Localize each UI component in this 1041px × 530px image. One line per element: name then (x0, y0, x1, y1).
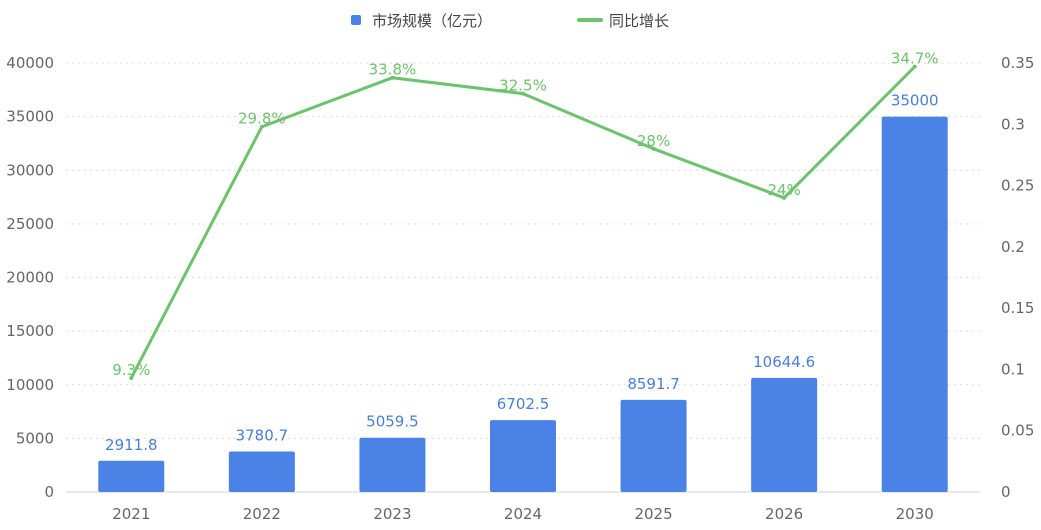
bar-data-label: 8591.7 (627, 375, 680, 393)
line-point (129, 376, 134, 381)
bar-data-label: 3780.7 (236, 426, 289, 444)
x-tick-label: 2022 (243, 505, 281, 523)
bar (228, 451, 295, 492)
x-tick-label: 2021 (112, 505, 150, 523)
x-tick-label: 2024 (504, 505, 542, 523)
line-point (390, 75, 395, 80)
line-point (651, 146, 656, 151)
line-data-label: 28% (637, 132, 670, 150)
line-data-label: 34.7% (891, 50, 939, 68)
line-point (521, 91, 525, 96)
legend-bar-label: 市场规模（亿元） (372, 12, 492, 30)
right-tick-label: 0.1 (1001, 360, 1025, 378)
left-tick-label: 10000 (6, 376, 54, 394)
line-point (259, 124, 264, 129)
bar-series: 2911.8 3780.7 5059.5 6702.5 8591.7 10644.6 350… (98, 92, 948, 492)
bar-data-label: 35000 (891, 92, 939, 110)
left-tick-label: 30000 (6, 161, 54, 179)
legend: 市场规模（亿元） 同比增长 (351, 12, 669, 30)
right-tick-label: 0.3 (1001, 115, 1025, 133)
left-tick-label: 20000 (6, 269, 54, 287)
line-point (782, 195, 787, 200)
left-tick-label: 0 (44, 483, 54, 501)
right-tick-label: 0.05 (1001, 422, 1034, 440)
right-tick-label: 0.15 (1001, 299, 1034, 317)
left-tick-label: 5000 (16, 429, 54, 447)
bar (98, 460, 165, 492)
line-data-label: 29.8% (238, 110, 286, 128)
bar (751, 377, 818, 492)
right-tick-label: 0.2 (1001, 238, 1025, 256)
legend-line-label: 同比增长 (609, 12, 669, 30)
bar (490, 420, 556, 492)
right-tick-label: 0.35 (1001, 54, 1034, 72)
line-data-label: 33.8% (369, 61, 417, 79)
right-axis: 0 0.05 0.1 0.15 0.2 0.25 0.3 0.35 (1001, 54, 1034, 501)
line-point (912, 64, 917, 69)
legend-bar-swatch (351, 15, 361, 25)
left-tick-label: 40000 (6, 54, 54, 72)
right-tick-label: 0.25 (1001, 177, 1034, 195)
left-axis: 0 5000 10000 15000 20000 25000 30000 35000 40000 (6, 54, 54, 501)
left-tick-label: 35000 (6, 108, 54, 126)
bar-data-label: 2911.8 (105, 436, 158, 454)
line-series: 9.3% 29.8% 33.8% 32.5% 28% 24% 34.7% (112, 50, 939, 381)
bar (620, 399, 687, 492)
line-data-label: 24% (767, 181, 800, 199)
bar-data-label: 5059.5 (366, 413, 419, 431)
x-tick-label: 2023 (373, 505, 411, 523)
bar (359, 437, 426, 492)
line-data-label: 32.5% (499, 77, 547, 95)
x-tick-label: 2026 (765, 505, 803, 523)
line-data-label: 9.3% (112, 361, 150, 379)
x-tick-label: 2025 (634, 505, 672, 523)
right-tick-label: 0 (1001, 483, 1011, 501)
left-tick-label: 25000 (6, 215, 54, 233)
left-tick-label: 15000 (6, 322, 54, 340)
bar (881, 116, 948, 492)
x-tick-label: 2030 (896, 505, 934, 523)
bar-data-label: 6702.5 (497, 395, 550, 413)
bar-data-label: 10644.6 (753, 353, 815, 371)
x-axis: 2021 2022 2023 2024 2025 2026 2030 (112, 505, 934, 523)
